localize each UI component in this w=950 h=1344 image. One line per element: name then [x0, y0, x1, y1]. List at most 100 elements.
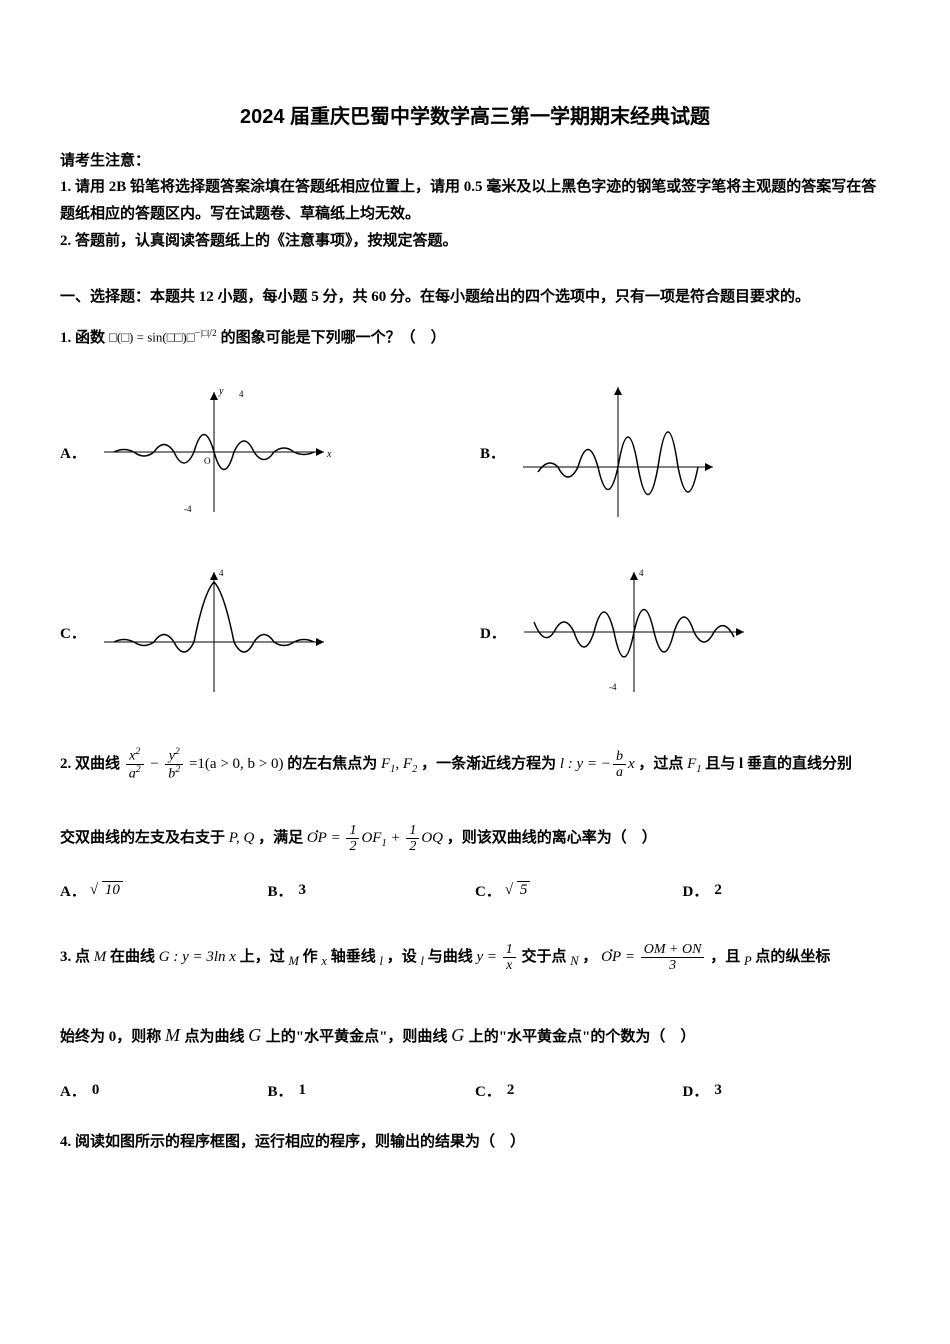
- svg-text:4: 4: [639, 568, 644, 578]
- q3-opt-d-label: D．: [683, 1080, 709, 1101]
- q3-opt-b-value: 1: [299, 1082, 307, 1099]
- section-1-header: 一、选择题：本题共 12 小题，每小题 5 分，共 60 分。在每小题给出的四个…: [60, 285, 890, 306]
- q3-t10: 点的纵坐标: [755, 949, 830, 965]
- graph-option-c: C． 4: [60, 557, 470, 707]
- graph-d-svg: 4 -4: [514, 562, 754, 702]
- svg-text:4: 4: [219, 568, 224, 578]
- q3-opt-b-label: B．: [268, 1080, 293, 1101]
- q3-m2: M: [288, 949, 298, 965]
- q3-l2c: 上的"水平黄金点"，则曲线: [266, 1029, 448, 1045]
- q2-hyperbola: x2a2 − y2b2 =1(a > 0, b > 0): [124, 747, 284, 782]
- graph-label-a: A．: [60, 442, 86, 463]
- q2-opt-b-label: B．: [268, 880, 293, 901]
- q2-option-a: A． 10: [60, 880, 268, 901]
- q2-opt-d-value: 2: [714, 882, 722, 899]
- q3-opt-a-value: 0: [92, 1082, 100, 1099]
- notice-line-1: 1. 请用 2B 铅笔将选择题答案涂填在答题纸相应位置上，请用 0.5 毫米及以…: [60, 174, 890, 228]
- q2-option-d: D． 2: [683, 880, 891, 901]
- graph-option-d: D． 4 -4: [480, 557, 890, 707]
- q3-t9: ，且: [710, 949, 740, 965]
- graph-a-svg: x y O -4 4: [94, 382, 334, 522]
- q3-t1: 在曲线: [110, 949, 155, 965]
- question-2: 2. 双曲线 x2a2 − y2b2 =1(a > 0, b > 0) 的左右焦…: [60, 747, 890, 782]
- q3-option-b: B． 1: [268, 1080, 476, 1101]
- q2-l2-suffix: ，则该双曲线的离心率为（ ）: [447, 830, 657, 846]
- q2-l2-mid: ，满足: [258, 830, 303, 846]
- q3-m3: M: [165, 1025, 185, 1045]
- q3-l2b: 点为曲线: [185, 1029, 245, 1045]
- q3-t8: ，: [582, 949, 597, 965]
- q2-opt-a-value: 10: [92, 882, 123, 899]
- svg-text:-4: -4: [184, 504, 192, 514]
- q3-t5: ，设: [387, 949, 417, 965]
- graph-c-svg: 4: [94, 562, 334, 702]
- q2-option-c: C． 5: [475, 880, 683, 901]
- q2-pq: P, Q: [229, 830, 255, 846]
- q3-g2: G: [451, 1025, 469, 1045]
- q3-l2a: 始终为 0，则称: [60, 1029, 161, 1045]
- q2-options: A． 10 B． 3 C． 5 D． 2: [60, 880, 890, 901]
- q2-mid1: 的左右焦点为: [287, 756, 377, 772]
- graph-option-a: A． x y O -4 4: [60, 377, 470, 527]
- q3-options: A． 0 B． 1 C． 2 D． 3: [60, 1080, 890, 1101]
- svg-text:4: 4: [239, 389, 244, 399]
- q1-formula: □(□) = sin(□□)□−|□|/2: [109, 328, 217, 345]
- q3-t3: 作: [303, 949, 318, 965]
- q2-opt-a-label: A．: [60, 880, 86, 901]
- graph-label-d: D．: [480, 622, 506, 643]
- q2-mid4: 且与 l 垂直的直线分别: [705, 756, 852, 772]
- q3-op-formula: OP = OM + ON3: [601, 941, 706, 974]
- svg-text:O: O: [204, 456, 211, 466]
- q3-option-a: A． 0: [60, 1080, 268, 1101]
- question-1: 1. 函数 □(□) = sin(□□)□−|□|/2 的图象可能是下列哪一个？…: [60, 326, 890, 347]
- q1-prefix: 1. 函数: [60, 326, 105, 347]
- notice-line-2: 2. 答题前，认真阅读答题纸上的《注意事项》，按规定答题。: [60, 228, 890, 255]
- q2-opt-c-value: 5: [507, 882, 531, 899]
- q3-t6: 与曲线: [428, 949, 473, 965]
- q3-curve2: y = 1x: [477, 941, 518, 974]
- q2-op-eq: OP = 12OF1 + 12OQ: [307, 822, 443, 855]
- svg-text:y: y: [218, 386, 224, 397]
- svg-text:-4: -4: [609, 682, 617, 692]
- q1-suffix: 的图象可能是下列哪一个？（ ）: [221, 326, 446, 347]
- q3-t4: 轴垂线: [331, 949, 376, 965]
- q2-opt-b-value: 3: [299, 882, 307, 899]
- question-3: 3. 点 M 在曲线 G : y = 3ln x 上，过 M 作 x 轴垂线 l…: [60, 941, 890, 976]
- q3-x: x: [321, 949, 327, 965]
- graph-b-svg: [513, 377, 723, 527]
- q3-gdef: G : y = 3ln x: [159, 949, 236, 965]
- q3-g: G: [248, 1025, 266, 1045]
- q2-mid3: ，过点: [638, 756, 683, 772]
- notice-header: 请考生注意：: [60, 149, 890, 170]
- q3-option-d: D． 3: [683, 1080, 891, 1101]
- graph-label-c: C．: [60, 622, 86, 643]
- q3-p: P: [744, 949, 752, 965]
- q3-prefix: 3. 点: [60, 949, 90, 965]
- q3-t2: 上，过: [240, 949, 285, 965]
- q3-t7: 交于点: [522, 949, 567, 965]
- q3-opt-d-value: 3: [714, 1082, 722, 1099]
- q2-f1-again: F1: [687, 756, 701, 772]
- q2-l2-prefix: 交双曲线的左支及右支于: [60, 830, 225, 846]
- q3-n: N: [570, 949, 578, 965]
- svg-text:x: x: [326, 449, 332, 460]
- q3-l: l: [380, 949, 383, 965]
- q3-opt-a-label: A．: [60, 1080, 86, 1101]
- q2-option-b: B． 3: [268, 880, 476, 901]
- q3-l2: l: [421, 949, 424, 965]
- q2-asymptote: l : y = −bax: [560, 748, 635, 781]
- q3-m: M: [94, 949, 107, 965]
- q2-prefix: 2. 双曲线: [60, 756, 120, 772]
- question-4: 4. 阅读如图所示的程序框图，运行相应的程序，则输出的结果为（ ）: [60, 1126, 890, 1159]
- q2-opt-c-label: C．: [475, 880, 501, 901]
- q3-opt-c-value: 2: [507, 1082, 515, 1099]
- q3-option-c: C． 2: [475, 1080, 683, 1101]
- question-2-line2: 交双曲线的左支及右支于 P, Q ，满足 OP = 12OF1 + 12OQ ，…: [60, 822, 890, 855]
- exam-title: 2024 届重庆巴蜀中学数学高三第一学期期末经典试题: [60, 100, 890, 129]
- q2-opt-d-label: D．: [683, 880, 709, 901]
- q1-graph-options: A． x y O -4 4 B． C．: [60, 377, 890, 707]
- graph-label-b: B．: [480, 442, 505, 463]
- q3-l2d: 上的"水平黄金点"的个数为（ ）: [469, 1029, 696, 1045]
- q2-f1f2: F1, F2: [381, 756, 417, 772]
- q2-mid2: ，一条渐近线方程为: [421, 756, 556, 772]
